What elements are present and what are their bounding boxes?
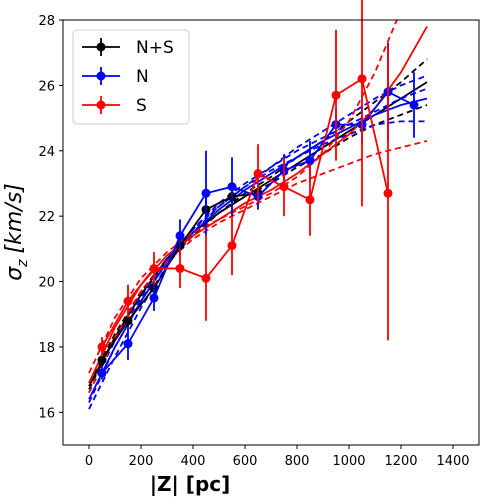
y-tick-label: 26 <box>38 79 55 94</box>
data-point <box>123 316 133 326</box>
legend-label: N <box>136 67 149 87</box>
y-tick-label: 20 <box>38 276 55 291</box>
legend: N+S NS <box>72 29 190 125</box>
x-axis-label: |Z| [pc] <box>150 472 231 496</box>
y-tick-label: 22 <box>38 210 55 225</box>
x-tick-label: 1400 <box>436 454 469 469</box>
data-point <box>149 293 159 303</box>
data-point <box>279 182 289 192</box>
data-point <box>409 100 419 110</box>
fit-curve-6 <box>88 87 428 403</box>
fit-curve-5 <box>88 120 427 394</box>
data-point <box>201 273 211 283</box>
x-tick-label: 600 <box>233 454 258 469</box>
data-point <box>357 74 367 84</box>
y-axis-label-subscript: z <box>15 259 31 268</box>
series-s <box>97 0 393 357</box>
legend-marker <box>96 42 106 52</box>
data-series <box>97 0 419 380</box>
data-point <box>305 156 315 166</box>
x-tick-label: 800 <box>285 454 310 469</box>
data-point <box>175 263 185 273</box>
legend-marker <box>96 100 106 110</box>
x-tick-label: 1200 <box>384 454 417 469</box>
legend-label: S <box>136 96 147 116</box>
data-point <box>175 231 185 241</box>
data-point <box>227 241 237 251</box>
data-point <box>305 195 315 205</box>
legend-marker <box>96 71 106 81</box>
data-point <box>97 368 107 378</box>
y-axis-label-units: [km/s] <box>2 183 27 253</box>
y-tick-label: 24 <box>38 145 55 160</box>
y-tick-label: 16 <box>38 406 55 421</box>
fit-curve-1 <box>88 58 428 390</box>
axes-ticks: 0 200 400 600 800 1000 1200 1400 16 18 20 22 24 26 28 <box>38 14 469 469</box>
data-point <box>123 296 133 306</box>
x-tick-label: 1000 <box>332 454 365 469</box>
y-tick-label: 28 <box>38 14 55 29</box>
legend-entry-n-s: N+S <box>82 38 174 58</box>
plot-frame <box>62 19 480 446</box>
legend-box <box>72 29 190 125</box>
data-point <box>97 355 107 365</box>
data-point <box>149 263 159 273</box>
data-point <box>331 90 341 100</box>
data-point <box>201 188 211 198</box>
y-axis-label-symbol: σ <box>2 266 27 281</box>
x-tick-label: 0 <box>85 454 93 469</box>
legend-entry-s: S <box>82 96 147 116</box>
data-point <box>253 169 263 179</box>
data-point <box>123 339 133 349</box>
data-point <box>383 188 393 198</box>
data-point <box>97 342 107 352</box>
y-axis-label: σz [km/s] <box>2 183 31 281</box>
data-point <box>227 182 237 192</box>
legend-entry-n: N <box>82 67 149 87</box>
legend-label: N+S <box>136 38 174 58</box>
series-line <box>101 77 389 348</box>
y-tick-label: 18 <box>38 341 55 356</box>
x-tick-label: 200 <box>129 454 154 469</box>
x-tick-label: 400 <box>181 454 206 469</box>
